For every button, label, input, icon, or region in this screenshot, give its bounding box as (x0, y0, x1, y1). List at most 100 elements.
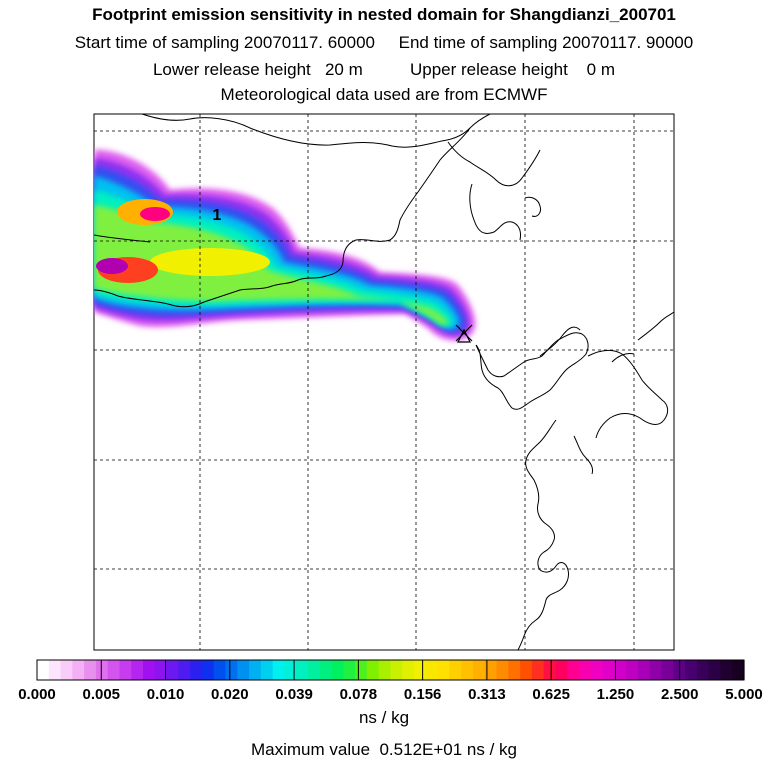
colorbar-swatch (319, 660, 333, 680)
emission-plume (94, 149, 476, 341)
colorbar-swatch (95, 660, 109, 680)
colorbar-swatch (213, 660, 227, 680)
colorbar-swatch (531, 660, 545, 680)
colorbar-swatch (378, 660, 392, 680)
colorbar-swatch (343, 660, 356, 680)
colorbar-swatch (696, 660, 710, 680)
colorbar-swatch (555, 660, 568, 680)
coastline (637, 311, 674, 341)
colorbar-swatch (614, 660, 627, 680)
colorbar-swatch (543, 660, 557, 680)
colorbar-swatch (178, 660, 191, 680)
colorbar-swatch (508, 660, 521, 680)
colorbar-swatch (520, 660, 533, 680)
colorbar-swatch (260, 660, 274, 680)
coastline (469, 183, 521, 241)
coastline (447, 141, 541, 187)
release-height-line: Lower release height 20 m Upper release … (152, 60, 616, 79)
colorbar-swatch (166, 660, 179, 680)
colorbar-swatch (355, 660, 368, 680)
receptor-marker (455, 324, 473, 343)
chart-title: Footprint emission sensitivity in nested… (92, 5, 676, 24)
colorbar-swatch (461, 660, 474, 680)
colorbar-tick-label: 0.010 (147, 686, 185, 703)
colorbar-swatch (331, 660, 344, 680)
colorbar-ticks: 0.000 0.005 0.010 0.020 0.039 0.078 0.156 0.313… (18, 660, 763, 703)
colorbar-tick-label: 1.250 (597, 686, 635, 703)
colorbar-swatch (484, 660, 498, 680)
colorbar-swatch (237, 660, 250, 680)
colorbar-swatch (649, 660, 663, 680)
colorbar-swatch (661, 660, 674, 680)
colorbar-swatch (225, 660, 238, 680)
colorbar-swatch (496, 660, 509, 680)
coastline (525, 419, 557, 571)
border-line (94, 127, 471, 308)
colorbar-tick-label: 0.313 (468, 686, 506, 703)
colorbar-swatch (190, 660, 203, 680)
colorbar-swatch (732, 660, 745, 680)
colorbar-swatch (249, 660, 262, 680)
colorbar-unit-label: ns / kg (358, 708, 410, 727)
plume-level-5 (94, 205, 449, 325)
colorbar-swatch (437, 660, 451, 680)
colorbar-swatch (201, 660, 215, 680)
colorbar-swatch (590, 660, 604, 680)
coastline (517, 562, 569, 650)
colorbar-tick-label: 0.156 (404, 686, 442, 703)
receptor-triangle (457, 328, 471, 343)
colorbar-swatch (296, 660, 309, 680)
colorbar-swatch (414, 660, 427, 680)
sampling-time-line: Start time of sampling 20070117. 60000 E… (74, 33, 694, 52)
colorbar-swatch (60, 660, 73, 680)
colorbar-swatch (402, 660, 415, 680)
plume-level-9 (140, 207, 170, 221)
colorbar-swatch (119, 660, 132, 680)
colorbar-swatch (637, 660, 651, 680)
colorbar-tick-label: 2.500 (661, 686, 699, 703)
colorbar-swatch (107, 660, 121, 680)
colorbar-swatch (143, 660, 156, 680)
colorbar-swatch (720, 660, 733, 680)
contour-label: 1 (213, 207, 222, 224)
colorbar-frame (36, 659, 745, 681)
colorbar (37, 660, 745, 680)
colorbar-swatch (154, 660, 168, 680)
coastline (611, 353, 635, 363)
colorbar-swatch (567, 660, 580, 680)
coastline (539, 326, 581, 357)
colorbar-swatch (84, 660, 97, 680)
colorbar-tick-label: 5.000 (725, 686, 763, 703)
colorbar-swatch (48, 660, 62, 680)
colorbar-swatch (472, 660, 486, 680)
colorbar-tick-label: 0.078 (340, 686, 378, 703)
colorbar-swatch (449, 660, 462, 680)
plume-level-6 (150, 248, 270, 276)
colorbar-swatch (425, 660, 439, 680)
colorbar-swatch (708, 660, 722, 680)
coastline (587, 349, 669, 439)
colorbar-tick-label: 0.625 (532, 686, 570, 703)
colorbar-swatch (72, 660, 85, 680)
colorbar-swatch (131, 660, 144, 680)
colorbar-tick-label: 0.000 (18, 686, 56, 703)
colorbar-swatch (579, 660, 592, 680)
colorbar-swatch (366, 660, 380, 680)
colorbar-tick-label: 0.039 (275, 686, 313, 703)
colorbar-tick-label: 0.020 (211, 686, 249, 703)
colorbar-swatch (284, 660, 297, 680)
coastline (475, 332, 589, 410)
colorbar-swatch (37, 660, 50, 680)
receptor-cross-line (455, 324, 473, 342)
maximum-value-label: Maximum value 0.512E+01 ns / kg (251, 740, 517, 759)
colorbar-swatch (308, 660, 321, 680)
colorbar-swatch (390, 660, 403, 680)
colorbar-swatch (685, 660, 698, 680)
coastlines (94, 114, 674, 650)
meteorological-data-line: Meteorological data used are from ECMWF (220, 85, 548, 104)
plume-level-10 (96, 258, 128, 274)
colorbar-tick-label: 0.005 (82, 686, 120, 703)
colorbar-swatch (602, 660, 615, 680)
coastline (573, 435, 593, 475)
